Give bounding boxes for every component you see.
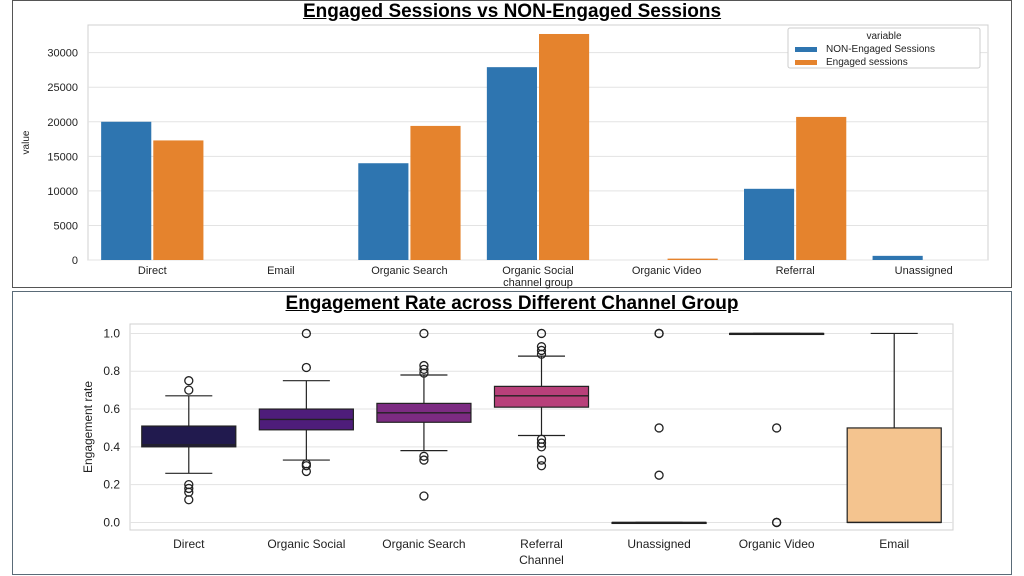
bar [744,188,795,260]
outlier-point [536,455,547,465]
bar-chart-svg: 0 5000 10000 15000 20000 25000 30000 Direct Emai… [21,24,989,289]
outlier-point [184,376,194,386]
y-tick-label: 0.8 [103,364,120,378]
bar-chart-panel: Engaged Sessions vs NON-Engaged Sessions… [12,0,1012,289]
y-tick-label: 10000 [47,186,78,198]
x-tick-label: Organic Social [502,265,574,277]
x-tick-label: Unassigned [627,537,690,551]
outlier-point [654,423,664,433]
outlier-point [419,455,429,465]
x-axis-label: Channel [519,553,564,567]
box-chart-svg: 0.0 0.2 0.4 0.6 0.8 1.0 Direct Organic Social Or… [81,323,954,567]
bar [486,67,537,260]
x-tick-label: Direct [173,537,205,551]
outlier-point [419,451,429,461]
legend-box [787,27,981,69]
box [141,425,237,448]
outlier-point [301,362,312,373]
outlier-point [184,495,194,505]
x-axis-label: channel group [503,277,573,289]
bar [539,33,590,261]
outlier-point [419,491,429,501]
outlier-point [184,385,194,395]
y-axis-label: value [21,130,32,154]
outlier-point [419,364,429,375]
bar [667,258,718,260]
outlier-point [419,328,429,339]
box-chart-title: Engagement Rate across Different Channel… [285,293,739,314]
x-tick-label: Referral [776,265,815,277]
legend-swatch [795,47,817,52]
outlier-point [536,461,547,471]
box [493,385,590,408]
y-tick-label: 15000 [47,151,78,163]
outlier-point [536,328,547,339]
legend-label: Engaged sessions [826,57,908,68]
outlier-point [536,349,547,359]
box [846,427,942,524]
outlier-point [654,470,664,480]
x-tick-label: Organic Video [632,265,702,277]
x-tick-label: Referral [520,537,563,551]
y-tick-label: 0.2 [103,478,120,492]
outlier-point [536,442,547,452]
y-axis-label: Engagement rate [81,381,95,473]
bar [796,116,847,260]
outlier-point [301,328,312,339]
legend-swatch [795,60,817,65]
x-tick-label: Unassigned [895,265,953,277]
bar [358,163,409,260]
outlier-point [419,368,429,378]
y-tick-label: 0.4 [103,440,120,454]
x-tick-label: Email [879,537,909,551]
y-tick-label: 30000 [47,48,78,60]
outlier-point [301,461,312,471]
box-chart-panel: Engagement Rate across Different Channel… [12,291,1012,575]
x-tick-label: Direct [138,265,167,277]
y-tick-label: 20000 [47,117,78,129]
y-tick-label: 0.6 [103,402,120,416]
legend-title: variable [866,31,901,42]
outlier-point [771,423,782,433]
x-tick-label: Organic Video [739,537,815,551]
y-tick-label: 25000 [47,82,78,94]
x-tick-label: Organic Search [371,265,447,277]
y-tick-label: 0 [72,255,78,267]
x-tick-label: Email [267,265,295,277]
y-tick-label: 1.0 [103,326,120,340]
outlier-point [771,517,782,528]
y-tick-label: 0.0 [103,515,120,529]
legend-label: NON-Engaged Sessions [826,44,935,55]
outlier-point [301,466,312,477]
bar [153,140,204,260]
x-tick-label: Organic Search [382,537,465,551]
outlier-point [184,483,194,494]
outlier-point [536,438,547,448]
bar [101,121,152,260]
bar-chart-title: Engaged Sessions vs NON-Engaged Sessions [302,1,722,22]
outlier-point [654,328,664,339]
outlier-point [536,345,547,356]
bar [410,125,461,260]
x-tick-label: Organic Social [267,537,345,551]
y-tick-label: 5000 [54,220,78,232]
bar [872,255,923,260]
